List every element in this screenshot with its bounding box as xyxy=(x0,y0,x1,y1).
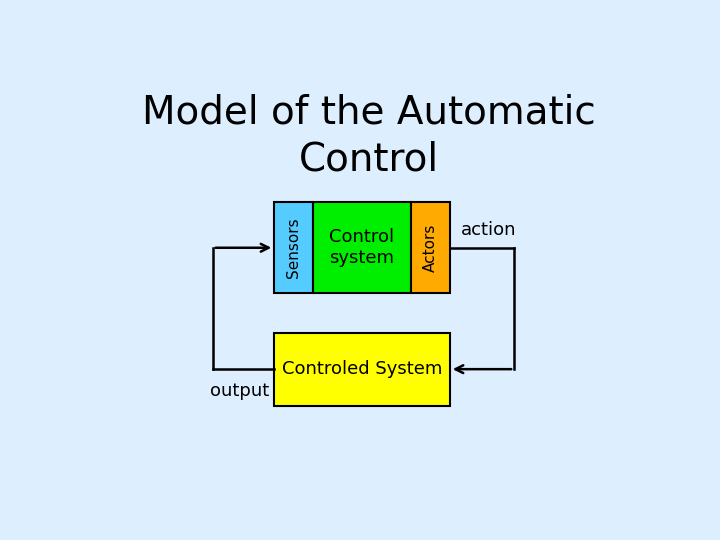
Text: output: output xyxy=(210,382,269,400)
Text: Controled System: Controled System xyxy=(282,360,442,379)
Text: Actors: Actors xyxy=(423,224,438,272)
Text: action: action xyxy=(461,221,516,239)
Text: Sensors: Sensors xyxy=(286,218,301,278)
Bar xyxy=(274,333,450,406)
Bar xyxy=(313,202,411,294)
Bar xyxy=(274,202,313,294)
Text: Control
system: Control system xyxy=(330,228,395,267)
Bar xyxy=(411,202,450,294)
Text: Model of the Automatic
Control: Model of the Automatic Control xyxy=(142,94,596,179)
